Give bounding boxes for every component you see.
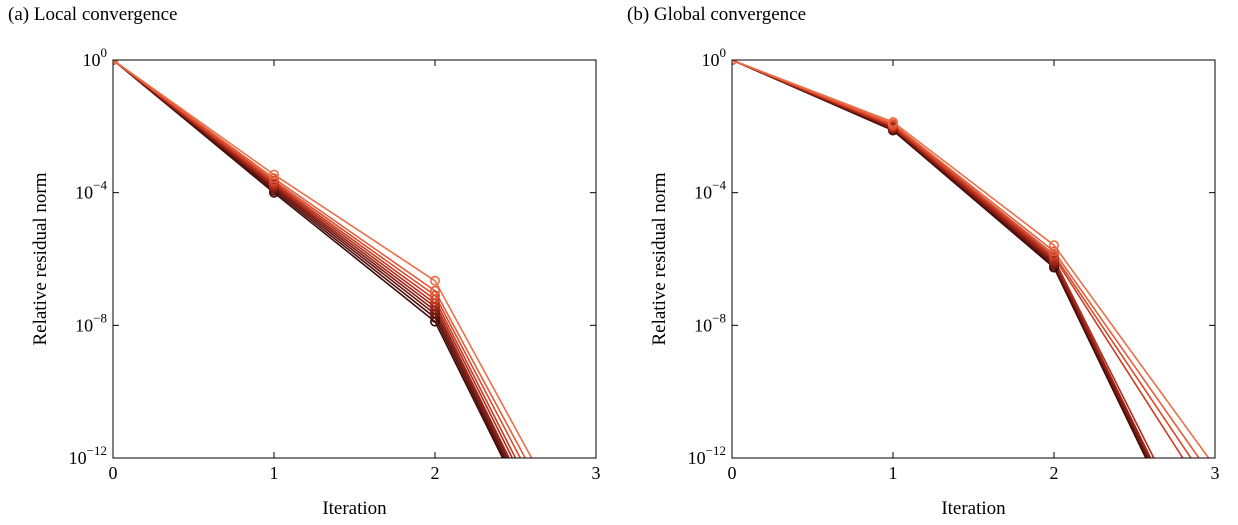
series-10-point-1 bbox=[268, 169, 279, 180]
plot-frame bbox=[731, 59, 1216, 459]
y-axis-label: Relative residual norm bbox=[30, 172, 51, 345]
series-10-point-2 bbox=[429, 275, 440, 286]
x-tick-label: 3 bbox=[592, 463, 601, 483]
series-line-9 bbox=[113, 60, 526, 458]
x-tick-label: 3 bbox=[1211, 463, 1220, 483]
series-line-7 bbox=[732, 60, 1184, 458]
series-line-7 bbox=[113, 60, 517, 458]
x-tick-label: 0 bbox=[109, 463, 118, 483]
y-tick-label: 10−12 bbox=[688, 443, 726, 468]
series-line-2 bbox=[113, 60, 505, 458]
x-tick-label: 0 bbox=[728, 463, 737, 483]
series-10-point-2 bbox=[1048, 240, 1059, 251]
plot-frame bbox=[112, 59, 597, 459]
y-axis-label: Relative residual norm bbox=[649, 172, 670, 345]
series-line-4 bbox=[732, 60, 1150, 458]
y-tick-label: 100 bbox=[83, 45, 108, 70]
series-1-point-2 bbox=[429, 316, 440, 327]
x-tick-label: 2 bbox=[1050, 463, 1059, 483]
series-2-point-2 bbox=[429, 312, 440, 323]
series-8-point-2 bbox=[429, 290, 440, 301]
figure-caption-local: (a) Local convergence bbox=[8, 4, 178, 25]
y-tick-label: 10−4 bbox=[694, 178, 726, 203]
series-group bbox=[113, 60, 533, 458]
global-convergence-chart: 0 1 2 3 10−12 10−8 10−4 100 Iteration Relative re… bbox=[649, 45, 1220, 519]
series-5-point-2 bbox=[429, 301, 440, 312]
series-4-point-2 bbox=[429, 305, 440, 316]
series-line-1 bbox=[113, 60, 504, 458]
series-line-9 bbox=[732, 60, 1200, 458]
series-line-10 bbox=[113, 60, 533, 458]
series-8-point-2 bbox=[1048, 249, 1059, 260]
series-10-point-1 bbox=[887, 117, 898, 128]
x-axis-label: Iteration bbox=[941, 498, 1006, 519]
series-group bbox=[732, 60, 1210, 458]
series-9-point-2 bbox=[429, 285, 440, 296]
global-convergence-panel: (b) Global convergence 0 1 2 3 10−12 10−8 10−4… bbox=[619, 0, 1238, 525]
x-tick-label: 2 bbox=[431, 463, 440, 483]
x-tick-label: 1 bbox=[889, 463, 898, 483]
x-tick-label: 1 bbox=[270, 463, 279, 483]
series-3-point-2 bbox=[429, 308, 440, 319]
local-convergence-chart: 0 1 2 3 10−12 10−8 10−4 100 Iteration Relative re… bbox=[30, 45, 601, 519]
series-line-8 bbox=[113, 60, 522, 458]
series-line-3 bbox=[113, 60, 507, 458]
y-tick-label: 100 bbox=[702, 45, 727, 70]
y-tick-label: 10−4 bbox=[75, 178, 107, 203]
series-line-1 bbox=[732, 60, 1147, 458]
series-line-5 bbox=[113, 60, 510, 458]
series-line-3 bbox=[732, 60, 1149, 458]
series-line-2 bbox=[732, 60, 1149, 458]
y-tick-label: 10−8 bbox=[694, 310, 726, 335]
series-line-10 bbox=[732, 60, 1210, 458]
x-axis-label: Iteration bbox=[322, 498, 387, 519]
series-9-point-1 bbox=[268, 173, 279, 184]
series-9-point-2 bbox=[1048, 246, 1059, 257]
y-tick-label: 10−12 bbox=[69, 443, 107, 468]
figure-caption-global: (b) Global convergence bbox=[627, 4, 807, 25]
local-convergence-panel: (a) Local convergence 0 1 2 3 10−12 10−8 10−4 1… bbox=[8, 4, 601, 519]
y-tick-label: 10−8 bbox=[75, 310, 107, 335]
series-line-4 bbox=[113, 60, 509, 458]
series-line-5 bbox=[732, 60, 1152, 458]
series-line-6 bbox=[732, 60, 1155, 458]
series-line-6 bbox=[113, 60, 514, 458]
